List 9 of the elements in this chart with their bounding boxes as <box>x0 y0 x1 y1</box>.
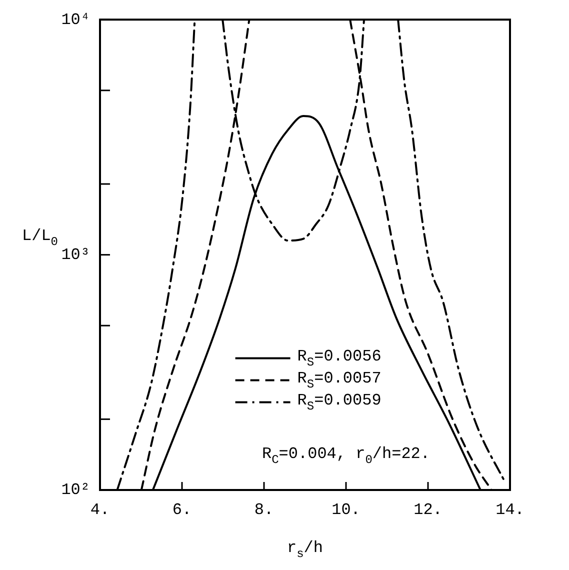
x-tick-label: 4. <box>90 500 110 519</box>
y-tick-label: 10⁴ <box>61 10 90 29</box>
y-tick-label: 10³ <box>61 246 90 264</box>
x-tick-label: 10. <box>332 500 360 519</box>
x-tick-label: 12. <box>414 500 442 519</box>
x-tick-label: 14. <box>496 500 524 519</box>
y-tick-label: 10² <box>61 481 90 500</box>
x-tick-label: 8. <box>254 500 274 519</box>
x-tick-label: 6. <box>172 500 192 519</box>
